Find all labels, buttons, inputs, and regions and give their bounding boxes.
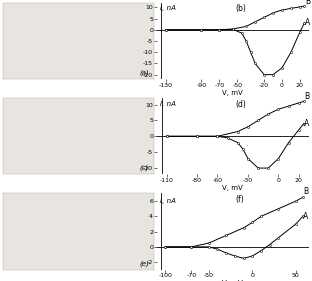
Text: (b): (b) xyxy=(236,4,246,13)
Text: I, nA: I, nA xyxy=(160,101,175,107)
Text: B: B xyxy=(304,92,310,101)
Text: (a): (a) xyxy=(139,69,149,76)
Text: A: A xyxy=(304,119,310,128)
Text: I, nA: I, nA xyxy=(160,198,175,204)
Text: A: A xyxy=(305,19,310,28)
X-axis label: V, mV: V, mV xyxy=(222,280,243,281)
Text: (d): (d) xyxy=(236,100,246,109)
Text: I, nA: I, nA xyxy=(160,5,175,11)
Text: B: B xyxy=(303,187,308,196)
Text: (e): (e) xyxy=(139,260,149,267)
Text: (f): (f) xyxy=(236,195,245,204)
X-axis label: V, mV: V, mV xyxy=(222,185,243,191)
X-axis label: V, mV: V, mV xyxy=(222,90,243,96)
Text: A: A xyxy=(303,212,309,221)
Text: B: B xyxy=(305,0,310,6)
Text: (c): (c) xyxy=(140,165,149,171)
